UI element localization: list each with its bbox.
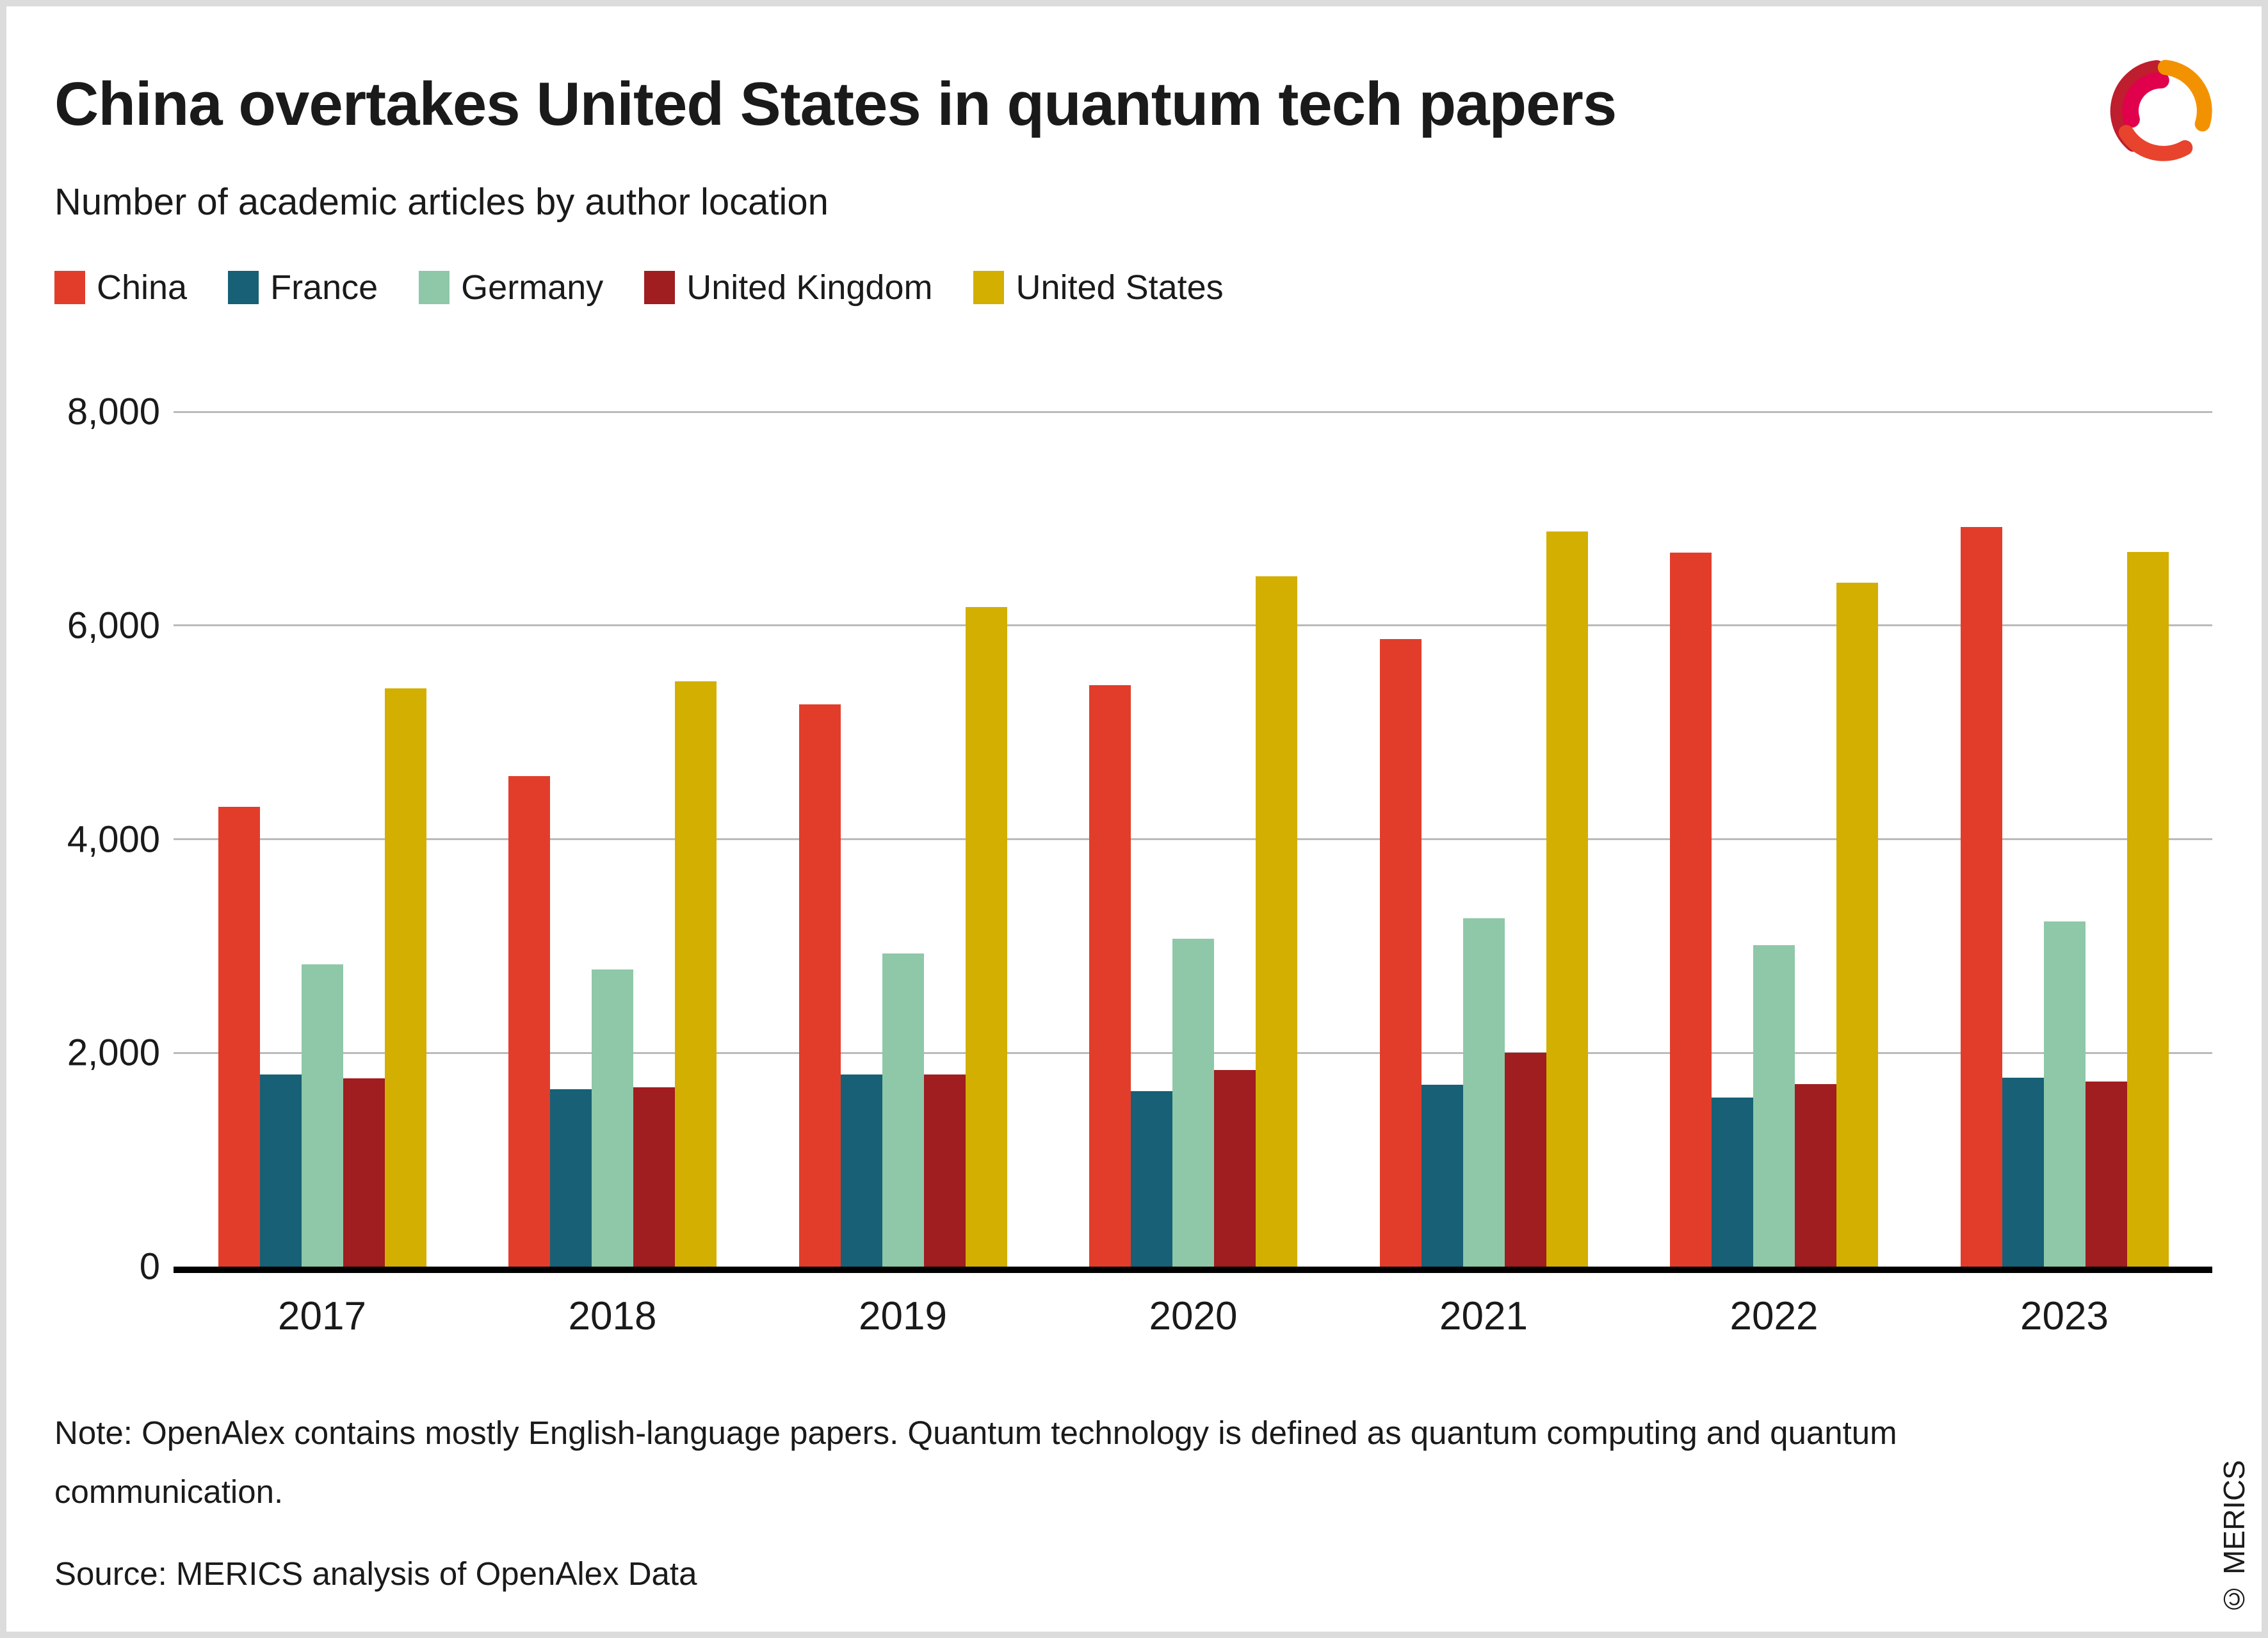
bar-group-2023 (1960, 412, 2169, 1267)
bar-united-kingdom-2022 (1795, 1083, 1836, 1267)
logo-magenta-ribbon (2122, 72, 2169, 128)
bar-germany-2017 (301, 964, 343, 1267)
x-axis-label-2023: 2023 (2020, 1294, 2109, 1338)
legend-swatch (419, 271, 450, 304)
bar-united-kingdom-2021 (1504, 1053, 1546, 1267)
legend-swatch (973, 271, 1005, 304)
bar-china-2018 (508, 776, 550, 1267)
x-axis-label-2017: 2017 (278, 1294, 366, 1338)
bar-germany-2019 (882, 953, 924, 1267)
x-axis-label-2022: 2022 (1729, 1294, 1818, 1338)
legend-label: China (97, 268, 188, 307)
bar-china-2017 (218, 807, 260, 1267)
bar-united-states-2019 (965, 607, 1007, 1267)
bar-china-2021 (1379, 639, 1422, 1267)
legend-label: France (270, 268, 378, 307)
bar-united-states-2020 (1256, 576, 1297, 1267)
bar-france-2017 (259, 1074, 302, 1267)
x-axis-label-2019: 2019 (859, 1294, 947, 1338)
bar-germany-2023 (2043, 921, 2086, 1267)
bar-china-2022 (1670, 553, 1712, 1267)
bar-united-kingdom-2018 (633, 1087, 675, 1267)
legend: China France Germany United Kingdom United S… (54, 268, 1224, 307)
bar-germany-2020 (1172, 938, 1214, 1267)
x-axis-line (174, 1267, 2212, 1273)
logo-red-orange-ribbon (2118, 125, 2193, 161)
y-axis-tick-label: 0 (139, 1245, 160, 1288)
legend-item-united-kingdom: United Kingdom (644, 268, 932, 307)
note-text: Note: OpenAlex contains mostly English-l… (54, 1415, 1897, 1510)
gridline-8000 (174, 410, 2212, 413)
bar-united-kingdom-2019 (923, 1074, 966, 1267)
legend-item-france: France (228, 268, 378, 307)
legend-label: United Kingdom (686, 268, 933, 307)
legend-swatch (644, 271, 676, 304)
legend-swatch (228, 271, 259, 304)
bar-france-2021 (1421, 1085, 1463, 1267)
x-axis-label-2021: 2021 (1439, 1294, 1528, 1338)
bar-united-kingdom-2017 (343, 1078, 385, 1267)
bar-china-2023 (1960, 527, 2002, 1267)
bar-united-states-2018 (675, 681, 717, 1267)
y-axis-tick-label: 6,000 (67, 604, 160, 647)
bar-united-states-2023 (2126, 551, 2169, 1267)
gridline-6000 (174, 624, 2212, 627)
source-text: Source: MERICS analysis of OpenAlex Data (54, 1555, 697, 1592)
y-axis-tick-label: 8,000 (67, 391, 160, 433)
bar-united-states-2017 (384, 688, 426, 1267)
bar-group-2017 (218, 412, 426, 1267)
y-axis-tick-label: 4,000 (67, 818, 160, 860)
merics-logo (2110, 60, 2212, 161)
plot-area (174, 410, 2212, 1267)
legend-swatch (54, 271, 85, 304)
bar-group-2019 (798, 412, 1007, 1267)
legend-item-germany: Germany (419, 268, 603, 307)
copyright-text: © MERICS (2217, 1460, 2251, 1616)
bar-united-kingdom-2023 (2085, 1082, 2127, 1267)
logo-orange-ribbon (2157, 60, 2212, 132)
bar-china-2019 (798, 704, 841, 1267)
bar-france-2022 (1712, 1098, 1753, 1267)
x-axis-label-2020: 2020 (1149, 1294, 1238, 1338)
y-axis-tick-label: 2,000 (67, 1032, 160, 1074)
bar-france-2018 (550, 1089, 592, 1267)
bar-group-2018 (508, 412, 717, 1267)
bar-france-2019 (840, 1074, 882, 1267)
bar-group-2021 (1379, 412, 1588, 1267)
bar-germany-2021 (1462, 918, 1505, 1267)
bar-china-2020 (1089, 685, 1131, 1267)
bar-united-kingdom-2020 (1214, 1069, 1256, 1267)
legend-label: Germany (461, 268, 604, 307)
legend-label: United States (1016, 268, 1224, 307)
chart-subtitle: Number of academic articles by author lo… (54, 181, 829, 223)
bar-france-2020 (1131, 1091, 1172, 1267)
chart-title: China overtakes United States in quantum… (54, 70, 1617, 138)
bar-group-2022 (1670, 412, 1878, 1267)
x-axis-label-2018: 2018 (568, 1294, 657, 1338)
legend-item-united-states: United States (973, 268, 1224, 307)
bar-france-2023 (2002, 1077, 2044, 1267)
legend-item-china: China (54, 268, 187, 307)
bar-united-states-2022 (1836, 583, 1878, 1267)
bar-germany-2018 (592, 969, 633, 1267)
bar-germany-2022 (1753, 945, 1795, 1267)
bar-united-states-2021 (1546, 531, 1588, 1267)
bar-group-2020 (1089, 412, 1297, 1267)
gridline-4000 (174, 838, 2212, 840)
